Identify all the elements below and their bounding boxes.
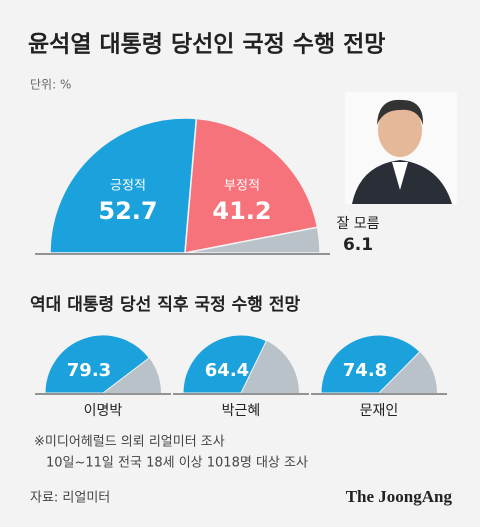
slice-label: 잘 모름 <box>336 216 379 232</box>
photo <box>345 92 457 204</box>
section-title: 역대 대통령 당선 직후 국정 수행 전망 <box>30 294 300 315</box>
value-label: 52.7 <box>98 197 157 225</box>
slice-label: 긍정적 <box>110 179 146 194</box>
pie-slice <box>184 226 321 254</box>
category-label: 문재인 <box>360 403 399 419</box>
pie-slice <box>320 334 421 394</box>
logo: The JoongAng <box>346 487 453 506</box>
category-label: 박근혜 <box>222 403 261 419</box>
source: 자료: 리얼미터 <box>30 491 110 506</box>
value-label: 74.8 <box>343 360 387 381</box>
category-label: 이명박 <box>84 403 123 419</box>
pie-slice <box>49 117 198 254</box>
note: ※미디어헤럴드 의뢰 리얼미터 조사 <box>34 435 225 450</box>
pie-slice <box>44 334 150 394</box>
note: 10일~11일 전국 18세 이상 1018명 대상 조사 <box>46 456 308 471</box>
value-label: 79.3 <box>67 360 111 381</box>
slice-label: 부정적 <box>224 179 260 194</box>
unit-label: 단위: % <box>30 78 71 92</box>
chart-title: 윤석열 대통령 당선인 국정 수행 전망 <box>28 32 385 58</box>
value-label: 64.4 <box>205 360 249 381</box>
value-label: 41.2 <box>212 197 271 225</box>
value-label: 6.1 <box>343 235 373 255</box>
pie-slice <box>184 117 319 254</box>
pie-slice <box>182 334 268 394</box>
